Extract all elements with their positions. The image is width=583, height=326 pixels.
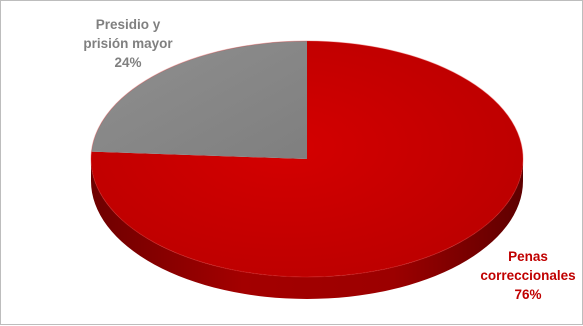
pie-disc — [90, 40, 524, 299]
slice-label-penas-line1: Penas — [508, 249, 548, 264]
slice-label-presidio-line2: prisión mayor — [83, 36, 173, 51]
pie-rim — [90, 40, 524, 278]
pie-slice-penas-correccionales — [91, 41, 523, 277]
slice-label-penas: Penas correccionales 76% — [480, 249, 575, 302]
slice-label-presidio-pct: 24% — [114, 55, 141, 70]
pie-side-wall — [91, 159, 523, 299]
pie-slice-presidio-prision-mayor — [91, 41, 307, 159]
slice-label-presidio: Presidio y prisión mayor 24% — [83, 17, 173, 70]
slice-label-presidio-line1: Presidio y — [96, 17, 161, 32]
slice-label-penas-pct: 76% — [514, 287, 541, 302]
slice-label-penas-line2: correccionales — [480, 268, 575, 283]
